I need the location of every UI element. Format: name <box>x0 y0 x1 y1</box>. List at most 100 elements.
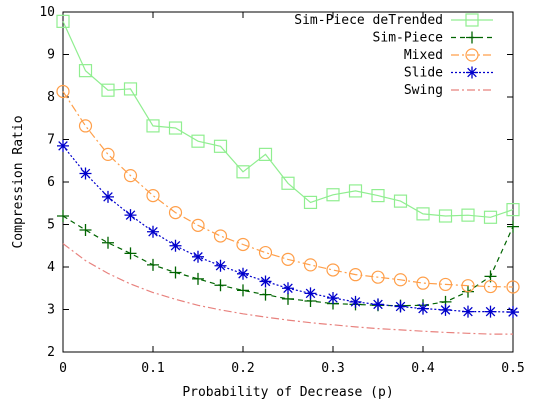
data-point <box>78 64 93 78</box>
data-point <box>57 139 69 152</box>
data-point <box>57 210 69 222</box>
data-point <box>102 236 114 249</box>
x-axis-ticks: 0 0.1 0.2 0.3 0.4 0.5 <box>59 12 525 376</box>
data-point <box>372 298 384 311</box>
data-point <box>191 218 205 232</box>
data-point <box>393 194 408 208</box>
legend-label: Sim-Piece deTrended <box>294 13 443 28</box>
x-tick-label: 0.3 <box>321 361 344 376</box>
data-point <box>416 207 430 221</box>
data-point <box>348 268 363 282</box>
y-tick-label: 10 <box>39 5 55 20</box>
data-point <box>192 250 204 263</box>
data-point <box>282 292 294 305</box>
series-line <box>62 91 514 288</box>
data-point <box>124 209 137 222</box>
data-point <box>304 287 317 300</box>
data-point <box>507 220 519 233</box>
y-tick-label: 3 <box>47 303 55 318</box>
legend-swatch-marker <box>465 13 479 27</box>
data-point <box>168 206 183 220</box>
legend-swatch-marker <box>465 48 479 62</box>
data-point <box>258 245 273 260</box>
data-point <box>102 190 114 203</box>
data-point <box>483 210 498 224</box>
legend: Sim-Piece deTrended Sim-Piece Mixed Slide Sw… <box>294 13 493 98</box>
data-point <box>506 280 520 294</box>
y-tick-label: 4 <box>47 260 55 275</box>
legend-item: Swing <box>404 83 493 98</box>
data-point <box>147 225 159 238</box>
x-tick-label: 0.1 <box>141 361 164 376</box>
data-point <box>438 277 453 292</box>
data-point <box>123 82 138 96</box>
data-point <box>191 134 205 148</box>
series-sim-piece-detrended <box>56 14 520 224</box>
data-point <box>371 189 385 203</box>
data-point <box>326 263 340 277</box>
x-tick-label: 0.2 <box>231 361 254 376</box>
data-point <box>214 279 227 292</box>
data-point <box>213 229 228 243</box>
data-point <box>146 189 160 203</box>
data-point <box>258 147 273 161</box>
data-point <box>214 259 227 272</box>
data-point <box>349 295 362 308</box>
y-tick-label: 9 <box>47 48 55 63</box>
data-point <box>438 209 453 223</box>
data-point <box>393 273 408 287</box>
data-point <box>327 292 339 305</box>
data-point <box>213 139 228 153</box>
data-point <box>281 252 295 266</box>
y-tick-label: 7 <box>47 133 55 148</box>
data-point <box>348 184 363 198</box>
data-point <box>146 119 160 133</box>
data-point <box>101 147 115 161</box>
y-tick-label: 6 <box>47 175 55 190</box>
data-point <box>147 258 159 271</box>
series-layer <box>56 14 520 335</box>
y-tick-label: 2 <box>47 345 55 360</box>
legend-item: Slide <box>404 66 493 81</box>
series-line <box>62 21 514 218</box>
data-point <box>78 119 93 133</box>
data-point <box>461 208 475 222</box>
data-point <box>484 305 497 318</box>
data-point <box>462 305 474 318</box>
y-tick-label: 5 <box>47 218 55 233</box>
series-line <box>62 215 514 307</box>
data-point <box>326 188 340 202</box>
data-point <box>237 284 249 297</box>
data-point <box>236 165 250 179</box>
data-point <box>124 247 137 260</box>
legend-swatch-marker <box>466 31 478 44</box>
data-point <box>281 176 295 190</box>
series-line <box>62 243 513 335</box>
data-point <box>101 83 115 97</box>
data-point <box>169 239 182 252</box>
data-point <box>507 306 519 319</box>
data-point <box>282 282 294 295</box>
data-point <box>371 270 385 284</box>
data-point <box>303 258 318 272</box>
data-point <box>79 167 92 180</box>
data-point <box>303 195 318 209</box>
x-axis-title: Probability of Decrease (p) <box>182 385 393 400</box>
data-point <box>461 279 475 293</box>
series-sim-piece <box>57 210 519 312</box>
x-tick-label: 0.5 <box>501 361 524 376</box>
data-point <box>416 276 430 290</box>
data-point <box>506 203 520 217</box>
data-point <box>123 169 138 183</box>
data-point <box>56 84 70 99</box>
x-tick-label: 0 <box>59 361 67 376</box>
data-point <box>394 300 407 313</box>
legend-item: Sim-Piece <box>373 31 493 46</box>
legend-label: Swing <box>404 83 443 98</box>
data-point <box>168 121 183 135</box>
legend-swatch-marker <box>466 66 478 79</box>
data-point <box>237 267 249 280</box>
y-tick-label: 8 <box>47 90 55 105</box>
data-point <box>79 224 92 237</box>
